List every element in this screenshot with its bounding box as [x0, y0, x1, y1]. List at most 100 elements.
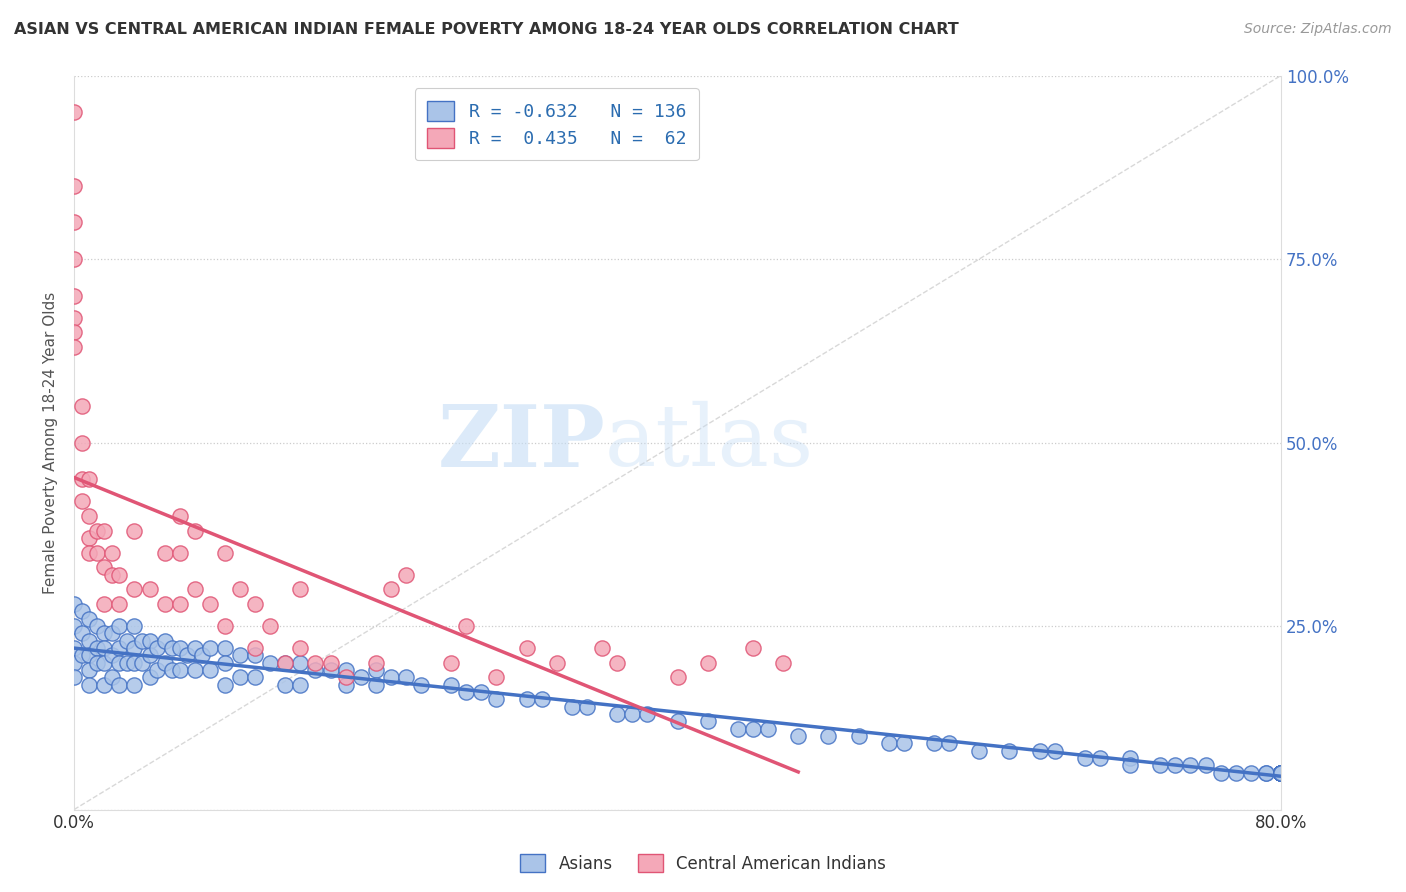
Point [922, 736, 945, 750]
Point [1270, 765, 1292, 780]
Point [1254, 765, 1277, 780]
Point [546, 656, 568, 670]
Point [696, 714, 718, 729]
Point [666, 670, 689, 684]
Point [146, 663, 169, 677]
Point [63, 656, 86, 670]
Point [1270, 765, 1292, 780]
Point [108, 597, 131, 611]
Point [1074, 751, 1097, 765]
Point [380, 670, 402, 684]
Point [214, 678, 236, 692]
Point [1270, 765, 1292, 780]
Point [146, 641, 169, 656]
Point [86, 641, 108, 656]
Point [530, 692, 553, 706]
Point [93, 656, 115, 670]
Point [1209, 765, 1232, 780]
Point [1043, 744, 1066, 758]
Point [967, 744, 990, 758]
Point [1119, 751, 1142, 765]
Point [86, 619, 108, 633]
Point [1270, 765, 1292, 780]
Point [1270, 765, 1292, 780]
Point [93, 678, 115, 692]
Point [63, 670, 86, 684]
Point [380, 582, 402, 597]
Point [1270, 765, 1292, 780]
Point [70, 648, 93, 663]
Point [86, 656, 108, 670]
Point [1270, 765, 1292, 780]
Point [1149, 758, 1171, 772]
Point [1270, 765, 1292, 780]
Point [124, 656, 146, 670]
Text: atlas: atlas [605, 401, 814, 484]
Point [1270, 765, 1292, 780]
Point [191, 648, 214, 663]
Point [1270, 765, 1292, 780]
Point [77, 633, 100, 648]
Point [101, 670, 124, 684]
Point [470, 685, 492, 699]
Point [516, 641, 538, 656]
Point [70, 494, 93, 508]
Point [70, 435, 93, 450]
Point [877, 736, 900, 750]
Point [742, 641, 765, 656]
Point [727, 722, 749, 736]
Point [243, 648, 266, 663]
Point [1270, 765, 1292, 780]
Point [198, 597, 221, 611]
Point [108, 567, 131, 582]
Point [576, 699, 599, 714]
Point [124, 619, 146, 633]
Point [93, 524, 115, 538]
Point [77, 678, 100, 692]
Point [229, 582, 252, 597]
Point [63, 215, 86, 229]
Text: ASIAN VS CENTRAL AMERICAN INDIAN FEMALE POVERTY AMONG 18-24 YEAR OLDS CORRELATIO: ASIAN VS CENTRAL AMERICAN INDIAN FEMALE … [14, 22, 959, 37]
Point [1028, 744, 1050, 758]
Point [591, 641, 613, 656]
Point [124, 641, 146, 656]
Point [787, 729, 810, 743]
Point [169, 641, 191, 656]
Point [77, 648, 100, 663]
Point [101, 567, 124, 582]
Point [198, 663, 221, 677]
Point [1180, 758, 1202, 772]
Point [77, 472, 100, 486]
Point [290, 656, 312, 670]
Point [101, 648, 124, 663]
Point [101, 546, 124, 560]
Point [153, 656, 176, 670]
Point [93, 597, 115, 611]
Point [169, 546, 191, 560]
Point [456, 685, 478, 699]
Point [138, 633, 160, 648]
Point [108, 619, 131, 633]
Point [1119, 758, 1142, 772]
Point [214, 546, 236, 560]
Point [229, 648, 252, 663]
Point [1088, 751, 1111, 765]
Point [108, 678, 131, 692]
Point [124, 524, 146, 538]
Point [214, 619, 236, 633]
Point [153, 633, 176, 648]
Point [817, 729, 839, 743]
Point [606, 656, 628, 670]
Text: Source: ZipAtlas.com: Source: ZipAtlas.com [1244, 22, 1392, 37]
Point [350, 670, 373, 684]
Point [115, 656, 138, 670]
Point [335, 670, 357, 684]
Point [772, 656, 794, 670]
Point [485, 692, 508, 706]
Point [636, 707, 658, 722]
Point [756, 722, 779, 736]
Point [169, 663, 191, 677]
Point [63, 641, 86, 656]
Point [63, 289, 86, 303]
Point [364, 663, 387, 677]
